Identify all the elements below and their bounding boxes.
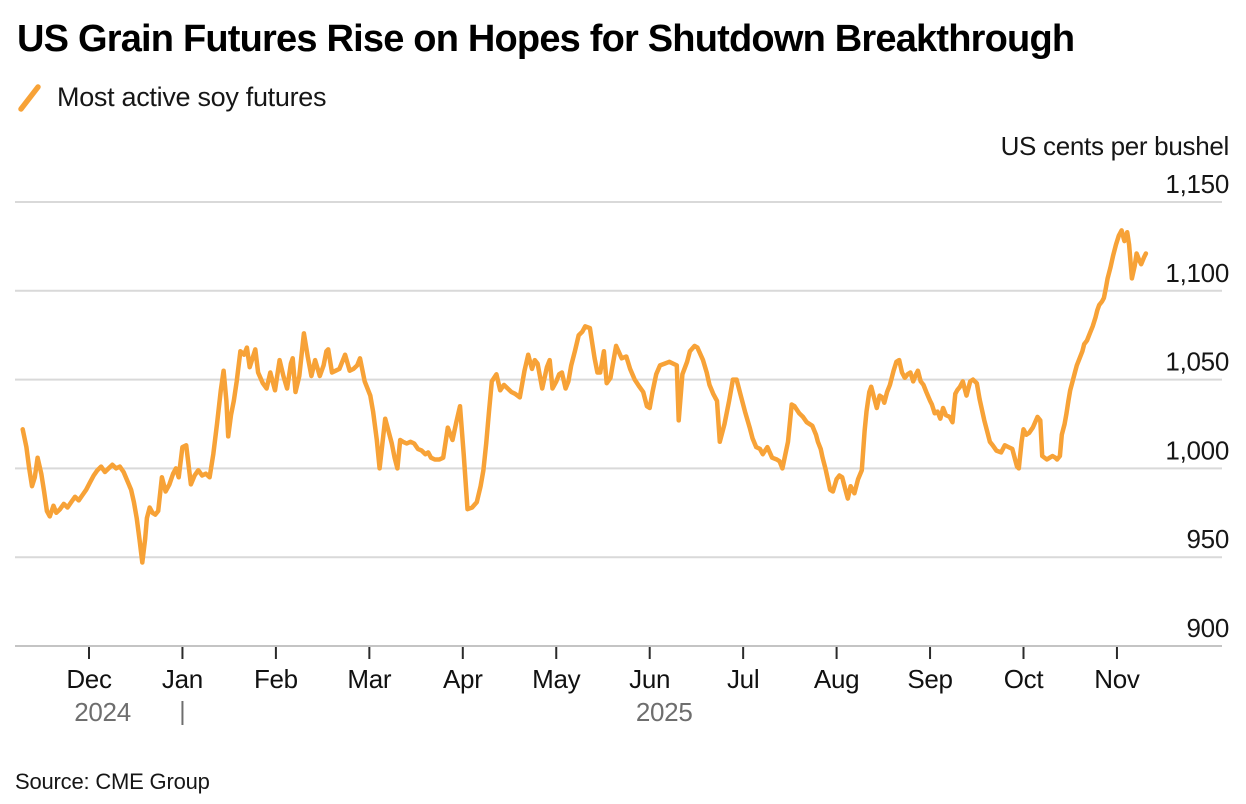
page-title: US Grain Futures Rise on Hopes for Shutd… [17, 18, 1075, 60]
year-label-2024: 2024 [74, 697, 131, 727]
x-axis-label-may: May [532, 664, 581, 694]
year-label-2025: 2025 [636, 697, 693, 727]
x-axis-label-apr: Apr [443, 664, 483, 694]
y-axis-label-1000: 1,000 [1165, 435, 1229, 465]
y-axis-unit-label: US cents per bushel [1000, 131, 1230, 161]
y-axis-label-950: 950 [1187, 524, 1229, 554]
x-axis-label-nov: Nov [1094, 664, 1140, 694]
y-axis-label-1150: 1,150 [1165, 169, 1229, 199]
x-axis-label-mar: Mar [347, 664, 392, 694]
x-axis-label-sep: Sep [907, 664, 952, 694]
x-axis-label-jun: Jun [629, 664, 670, 694]
legend: Most active soy futures [17, 82, 327, 113]
y-axis-label-1100: 1,100 [1165, 258, 1229, 288]
x-axis-label-dec: Dec [66, 664, 112, 694]
source-credit: Source: CME Group [15, 769, 210, 794]
x-axis-label-jul: Jul [727, 664, 759, 694]
legend-label: Most active soy futures [57, 82, 327, 112]
y-axis-label-1050: 1,050 [1165, 347, 1229, 377]
legend-slash-icon [18, 83, 41, 112]
y-axis-label-900: 900 [1187, 613, 1229, 643]
x-axis-label-aug: Aug [814, 664, 859, 694]
price-line [20, 228, 1149, 565]
x-axis-label-jan: Jan [162, 664, 203, 694]
x-axis-label-feb: Feb [254, 664, 298, 694]
x-axis-label-oct: Oct [1004, 664, 1045, 694]
